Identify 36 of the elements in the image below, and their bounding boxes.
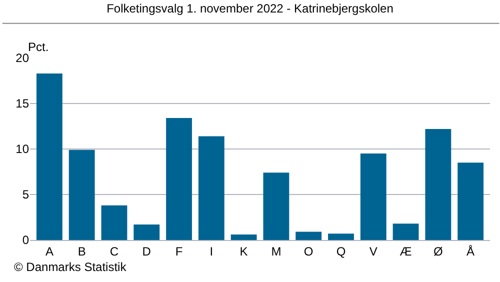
x-tick-label: O	[304, 244, 314, 258]
bar	[230, 234, 257, 240]
chart-title: Folketingsvalg 1. november 2022 - Katrinebjergskolen	[106, 2, 394, 16]
x-tick-label: I	[210, 244, 214, 258]
x-tick-label: F	[175, 244, 183, 258]
bar	[458, 162, 484, 240]
text: © Danmarks Statistik	[14, 260, 128, 274]
y-tick-label: 20	[16, 51, 30, 66]
x-tick-label: D	[142, 244, 152, 258]
x-tick-label: B	[78, 244, 86, 258]
y-tick-label: 0	[22, 233, 30, 248]
y-tick-label: 15	[16, 96, 30, 111]
x-tick-label: A	[45, 244, 54, 258]
bar	[101, 205, 128, 240]
x-tick-label: Ø	[434, 244, 443, 258]
bar	[198, 136, 224, 240]
bar	[166, 118, 192, 240]
bar	[263, 172, 290, 240]
bar	[68, 150, 95, 240]
x-tick-label: V	[369, 244, 378, 258]
x-tick-label: K	[240, 244, 248, 258]
bar	[296, 232, 322, 240]
y-axis-title: Pct.	[28, 40, 49, 54]
x-tick-label: C	[110, 244, 119, 258]
x-tick-label: Q	[336, 244, 346, 258]
x-tick-label: Å	[466, 244, 475, 258]
bar	[360, 154, 386, 240]
x-tick-label: Æ	[400, 244, 412, 258]
bar	[392, 224, 419, 240]
y-tick-label: 10	[16, 142, 30, 156]
x-tick-label: M	[271, 244, 282, 258]
bar	[36, 73, 62, 240]
bar	[328, 234, 354, 240]
bar	[134, 224, 160, 240]
y-tick-label: 5	[22, 188, 30, 202]
bar	[425, 128, 452, 240]
